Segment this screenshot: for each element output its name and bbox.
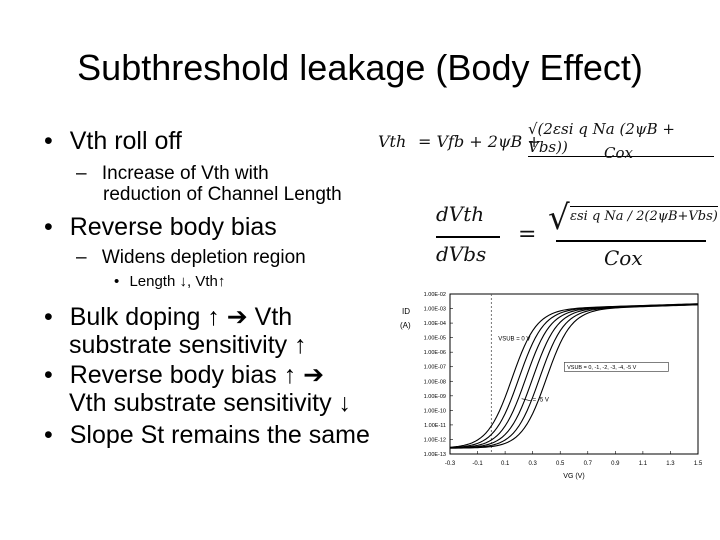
x-tick-label: 1.3	[666, 461, 675, 467]
series-line	[449, 303, 699, 449]
y-tick-label: 1.00E-08	[424, 379, 446, 385]
series-line	[449, 303, 699, 449]
y-tick-label: 1.00E-02	[424, 292, 446, 298]
y-tick-label: 1.00E-10	[424, 408, 446, 414]
series-line	[449, 304, 699, 449]
bullet-marker: •	[44, 213, 53, 241]
subbullet-vth-increase: – Increase of Vth with reduction of Chan…	[76, 163, 342, 206]
y-tick-label: 1.00E-05	[424, 336, 446, 342]
series-line	[449, 304, 699, 449]
y-tick-label: 1.00E-06	[424, 350, 446, 356]
y-tick-label: 1.00E-03	[424, 307, 446, 313]
x-axis-label: VG (V)	[563, 473, 584, 480]
annotation-vsub-0: VSUB = 0 V	[498, 337, 530, 343]
subbullet-line2: reduction of Channel Length	[103, 183, 342, 205]
bullet-line1: Bulk doping ↑ ➔ Vth	[69, 303, 293, 331]
x-tick-label: 1.1	[639, 461, 648, 467]
dvth-rhs-num: εsi q Na / 2(2ψB+Vbs)	[570, 206, 718, 224]
bullet-text: Vth roll off	[69, 127, 182, 155]
y-tick-label: 1.00E-09	[424, 394, 446, 400]
y-tick-label: 1.00E-12	[424, 437, 446, 443]
y-axis-label-id: ID	[402, 307, 410, 316]
x-tick-label: 0.5	[556, 461, 565, 467]
bullet-slope-st: • Slope St remains the same	[44, 421, 370, 450]
y-tick-label: 1.00E-07	[424, 365, 446, 371]
bullet-line2: Vth substrate sensitivity ↓	[69, 388, 352, 417]
dvth-equation: dVth dVbs = √ εsi q Na / 2(2ψB+Vbs) Cox	[430, 196, 720, 278]
y-tick-label: 1.00E-13	[424, 452, 446, 458]
bullet-reverse-body-bias: • Reverse body bias	[44, 213, 277, 242]
bullet-line1: Reverse body bias ↑ ➔	[69, 361, 325, 389]
bullet-vth-roll-off: • Vth roll off	[44, 127, 182, 156]
annotation-vsub-5: = -5 V	[533, 398, 549, 404]
series-line	[449, 303, 699, 448]
id-vg-chart: 1.00E-02 1.00E-03 1.00E-04 1.00E-05 1.00E-06…	[400, 292, 703, 480]
subbullet-depletion: – Widens depletion region	[76, 247, 306, 269]
vth-equation: Vth = Vfb + 2ψB + √(2εsi q Na (2ψB + Vbs…	[378, 120, 714, 170]
bullet-text: Length ↓, Vth↑	[129, 273, 226, 290]
vth-lhs: Vth	[378, 132, 407, 151]
bullet-text: Reverse body bias	[69, 213, 277, 241]
vth-numerator: √(2εsi q Na (2ψB + Vbs))	[528, 120, 714, 157]
annotation-vsub-list: VSUB = 0, -1, -2, -3, -4, -5 V	[567, 365, 637, 371]
dvth-rhs-den: Cox	[604, 246, 643, 270]
x-tick-label: 0.9	[611, 461, 620, 467]
dvth-lhs-num: dVth	[436, 202, 485, 226]
bullet-marker: •	[44, 127, 53, 155]
bullet-bulk-doping: • Bulk doping ↑ ➔ Vth substrate sensitiv…	[44, 303, 307, 359]
x-tick-label: -0.3	[445, 461, 456, 467]
bullet-marker: •	[44, 361, 53, 389]
plot-frame	[449, 293, 699, 455]
vth-rhs-terms: = Vfb + 2ψB +	[418, 132, 541, 151]
subsubbullet-length: • Length ↓, Vth↑	[114, 273, 226, 291]
x-tick-label: 1.5	[694, 461, 703, 467]
sqrt-icon: √	[548, 198, 570, 238]
y-tick-label: 1.00E-11	[424, 423, 446, 429]
y-axis-label-unit: (A)	[400, 321, 411, 330]
y-tick-label: 1.00E-04	[424, 321, 446, 327]
x-tick-label: -0.1	[472, 461, 483, 467]
subbullet-line1: Increase of Vth with	[101, 163, 269, 184]
x-tick-label: 0.7	[584, 461, 593, 467]
dvth-equals: =	[518, 222, 537, 247]
dvth-lhs-den: dVbs	[436, 242, 487, 266]
bullet-text: Slope St remains the same	[69, 421, 370, 449]
dvth-lhs-fraction-bar	[436, 236, 500, 238]
bullet-line2: substrate sensitivity ↑	[69, 330, 307, 359]
bullet-marker: •	[44, 303, 53, 331]
vth-denominator: Cox	[604, 144, 633, 162]
slide-title: Subthreshold leakage (Body Effect)	[77, 47, 643, 88]
series-line	[449, 303, 699, 449]
dvth-rhs-fraction-bar	[556, 240, 706, 242]
subbullet-text: Widens depletion region	[101, 247, 306, 268]
bullet-reverse-bias-sensitivity: • Reverse body bias ↑ ➔ Vth substrate se…	[44, 361, 352, 417]
subbullet-marker: –	[76, 247, 87, 268]
subbullet-marker: –	[76, 163, 87, 184]
annotation-box	[564, 362, 669, 372]
x-tick-label: 0.1	[501, 461, 510, 467]
x-tick-label: 0.3	[528, 461, 537, 467]
bullet-marker: •	[44, 421, 53, 449]
annotation-leader	[521, 398, 532, 402]
bullet-marker: •	[114, 273, 120, 290]
